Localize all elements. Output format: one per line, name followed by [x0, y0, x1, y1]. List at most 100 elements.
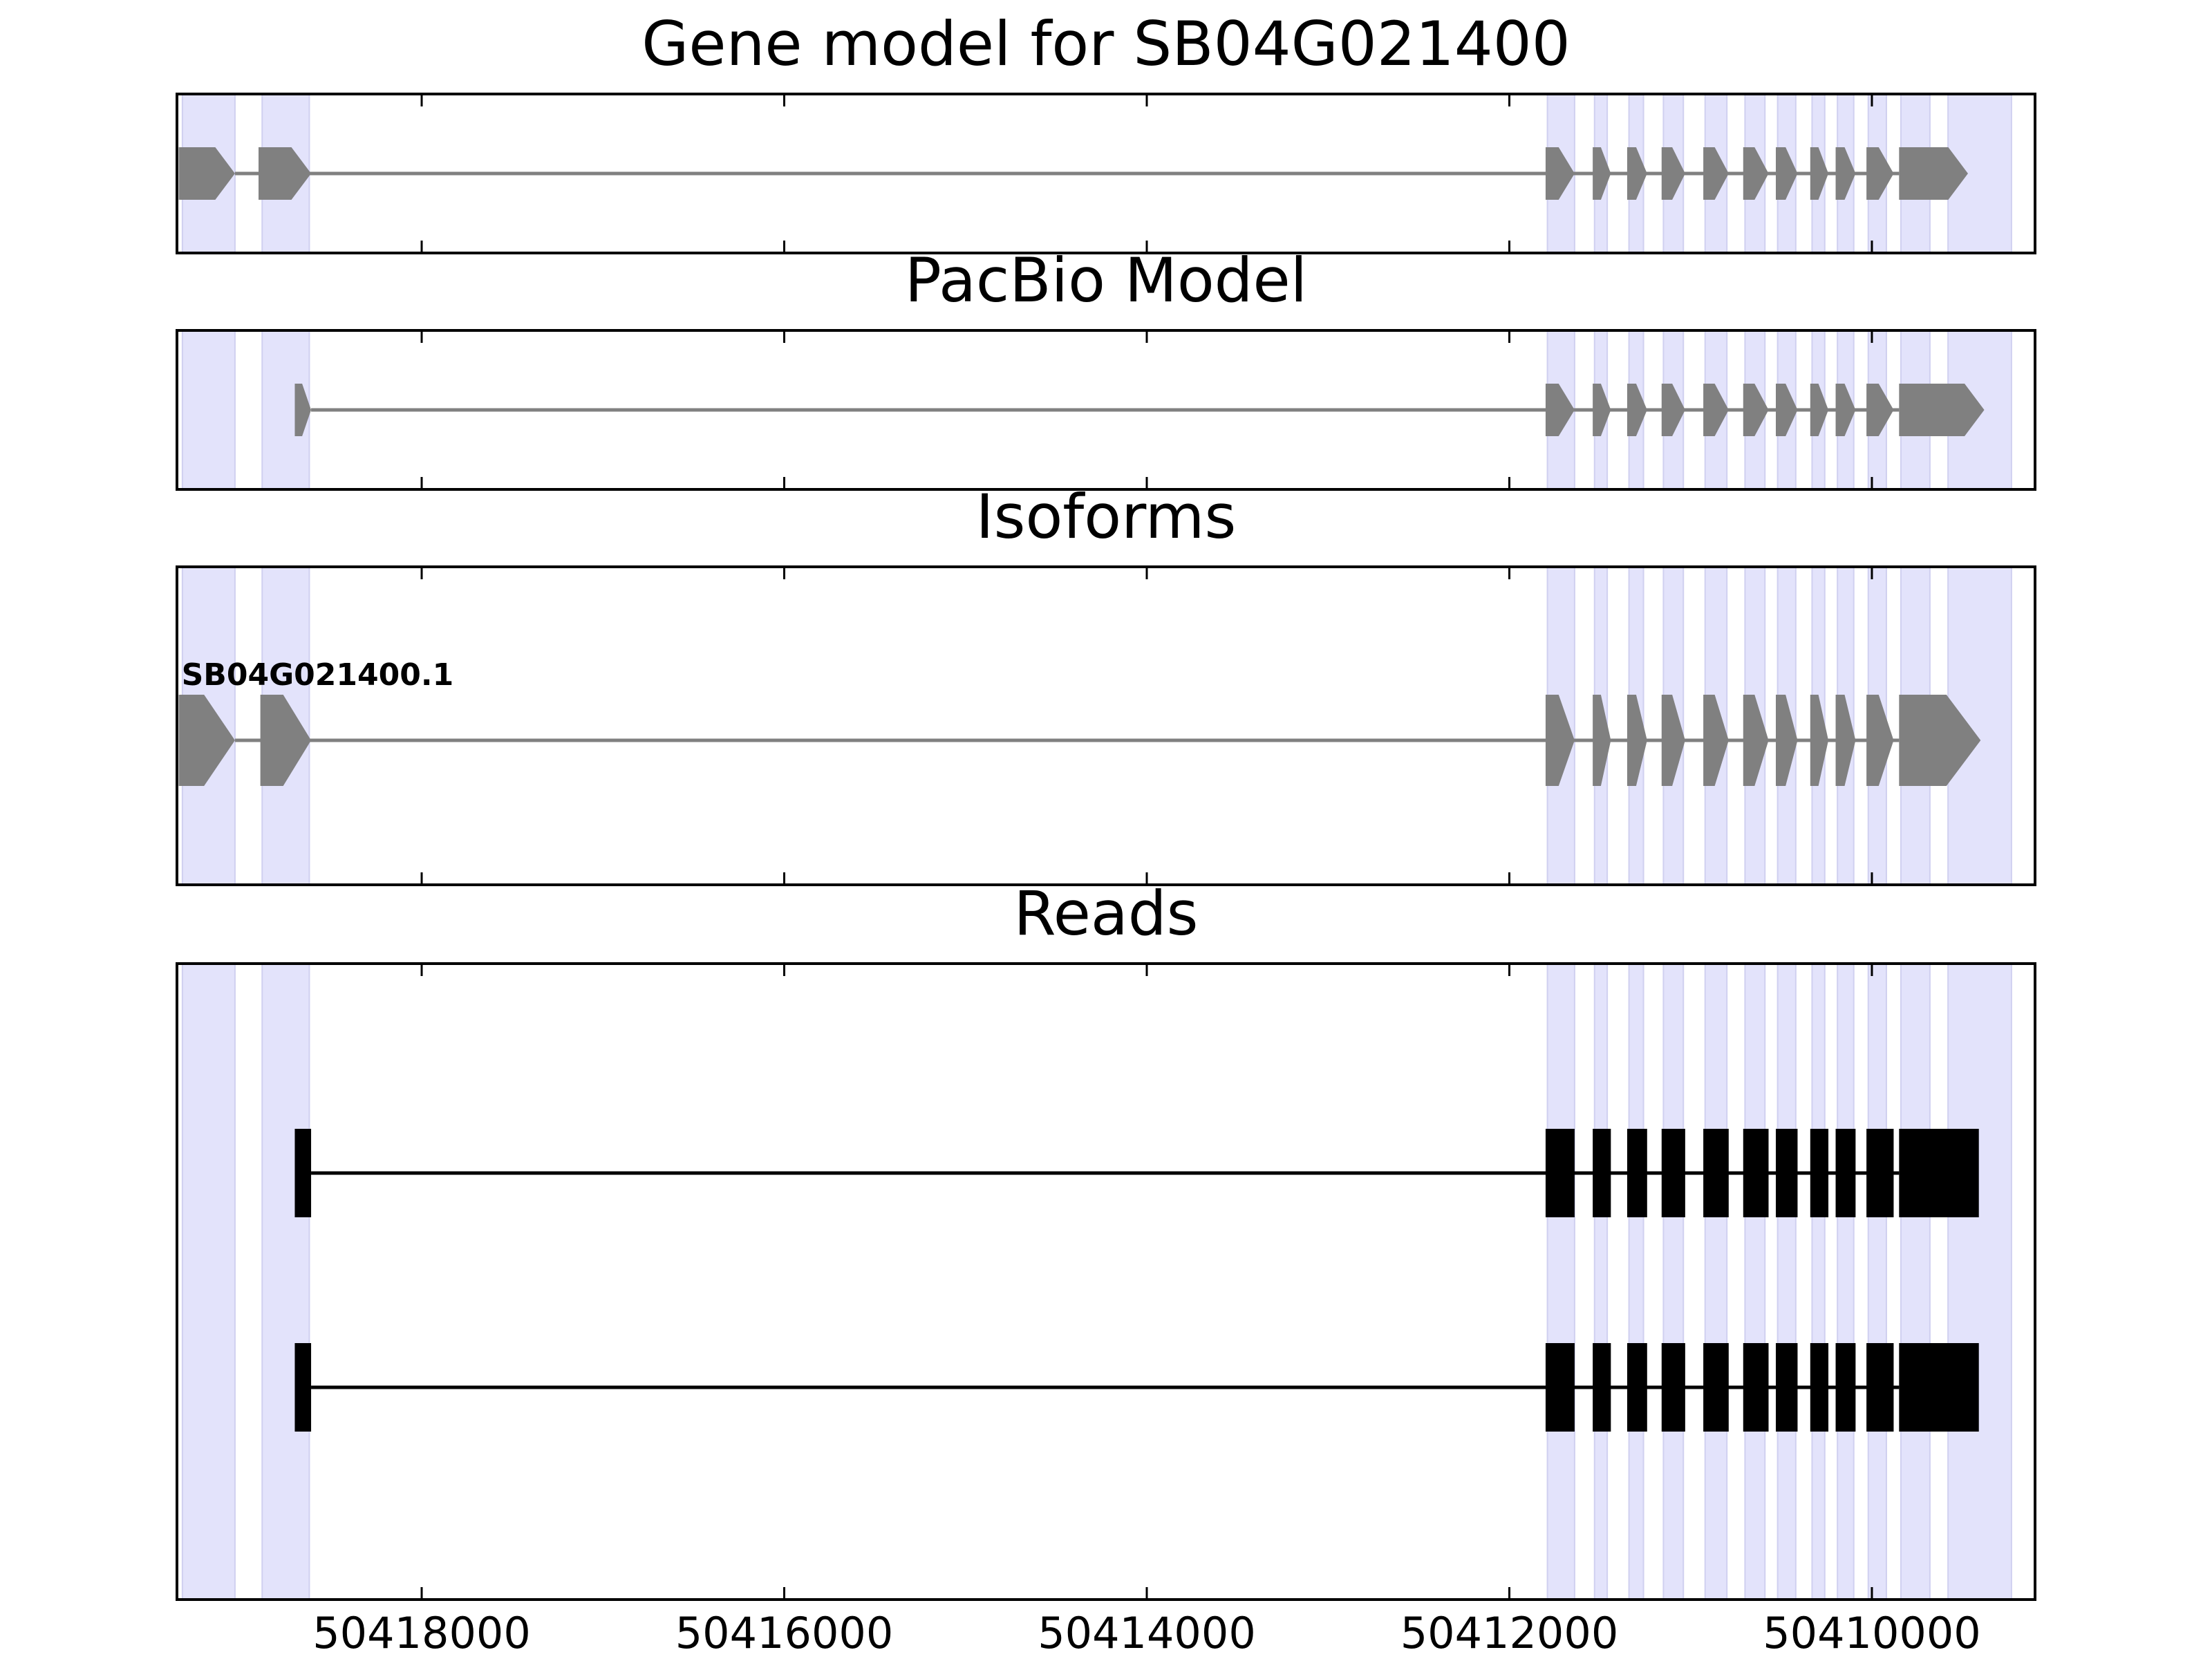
exon-arrow — [178, 695, 235, 786]
exon-highlight-band — [1546, 963, 1575, 1600]
exon-highlight-band — [1947, 963, 2012, 1600]
exon-arrow — [1775, 384, 1798, 436]
panel-gene-model: Gene model for SB04G021400 — [176, 8, 2036, 254]
read-block — [294, 1129, 312, 1217]
exon-highlight-band — [181, 963, 236, 1600]
exon-highlight-band — [1837, 963, 1855, 1600]
transcript-model: SB04G021400.1 — [178, 657, 1981, 786]
read-block — [1899, 1343, 1979, 1432]
exon-arrow — [1775, 147, 1798, 200]
read-block — [1743, 1343, 1769, 1432]
exon-highlight-band — [181, 330, 236, 490]
exon-arrow — [1627, 384, 1647, 436]
read-block — [1661, 1129, 1685, 1217]
exon-highlight-band — [1628, 963, 1644, 1600]
isoform-label: SB04G021400.1 — [182, 657, 454, 693]
read-block — [1866, 1343, 1894, 1432]
exon-arrow — [1661, 147, 1685, 200]
exon-arrow — [1593, 695, 1611, 786]
transcript-model — [178, 147, 1968, 200]
exon-highlight-band — [261, 963, 310, 1600]
read-block — [1593, 1129, 1611, 1217]
exon-highlight-band — [1777, 963, 1797, 1600]
x-tick-label: 50418000 — [312, 1608, 531, 1658]
exon-arrow — [1743, 147, 1769, 200]
axis-ticks — [420, 567, 1873, 885]
read-block — [1775, 1343, 1798, 1432]
read-block — [1743, 1129, 1769, 1217]
panel-frame — [176, 565, 2036, 886]
exon-arrow — [1661, 695, 1685, 786]
read-block — [1545, 1343, 1575, 1432]
exon-arrow — [178, 147, 235, 200]
exon-arrow — [1627, 147, 1647, 200]
read-block — [1899, 1129, 1979, 1217]
exon-arrow — [1661, 384, 1685, 436]
highlight-bands — [181, 963, 2012, 1600]
read-block — [1627, 1129, 1647, 1217]
read-block — [1661, 1343, 1685, 1432]
exon-arrow — [1743, 384, 1769, 436]
panel-isoforms: Isoforms SB04G021400.1 — [176, 481, 2036, 886]
exon-arrow — [1775, 695, 1798, 786]
x-tick-label: 50412000 — [1400, 1608, 1619, 1658]
read-alignment — [294, 1129, 1979, 1217]
read-block — [294, 1343, 312, 1432]
panel-title: Gene model for SB04G021400 — [641, 8, 1571, 79]
exon-arrow — [1810, 695, 1829, 786]
read-block — [1866, 1129, 1894, 1217]
x-tick-label: 50410000 — [1763, 1608, 1981, 1658]
exon-arrow — [1866, 147, 1894, 200]
read-block — [1810, 1343, 1829, 1432]
read-block — [1627, 1343, 1647, 1432]
panel-frame — [176, 329, 2036, 491]
panel-title: Isoforms — [976, 481, 1237, 552]
panel-title: Reads — [1014, 878, 1199, 949]
exon-arrow — [1866, 695, 1894, 786]
x-tick-label: 50414000 — [1038, 1608, 1256, 1658]
exon-arrow — [1545, 147, 1575, 200]
axis-ticks — [420, 964, 1873, 1600]
exon-arrow — [1899, 695, 1981, 786]
panel-frame — [176, 962, 2036, 1601]
exon-arrow — [1545, 695, 1575, 786]
panel-pacbio-model: PacBio Model — [176, 245, 2036, 491]
read-block — [1703, 1129, 1729, 1217]
read-block — [1810, 1129, 1829, 1217]
panel-frame — [176, 93, 2036, 254]
exon-highlight-band — [1867, 963, 1887, 1600]
exon-arrow — [1899, 147, 1968, 200]
exon-highlight-band — [1900, 963, 1931, 1600]
exon-arrow — [294, 384, 312, 436]
exon-highlight-band — [1811, 963, 1826, 1600]
exon-arrow — [1835, 695, 1856, 786]
exon-arrow — [259, 147, 312, 200]
read-block — [1545, 1129, 1575, 1217]
read-block — [1835, 1129, 1856, 1217]
exon-arrow — [1835, 147, 1856, 200]
exon-arrow — [1866, 384, 1894, 436]
panel-title: PacBio Model — [905, 245, 1307, 316]
exon-arrow — [1627, 695, 1647, 786]
read-block — [1775, 1129, 1798, 1217]
exon-arrow — [1593, 147, 1611, 200]
x-axis-tick-labels: 50418000 50416000 50414000 50412000 50410000 — [312, 1608, 1981, 1658]
exon-arrow — [1703, 147, 1729, 200]
panel-reads: Reads — [176, 878, 2036, 1601]
x-tick-label: 50416000 — [675, 1608, 894, 1658]
exon-highlight-band — [1662, 963, 1685, 1600]
exon-arrow — [260, 695, 312, 786]
exon-highlight-band — [1593, 963, 1609, 1600]
read-block — [1593, 1343, 1611, 1432]
exon-arrow — [1593, 384, 1611, 436]
read-alignment — [294, 1343, 1979, 1432]
exon-arrow — [1703, 384, 1729, 436]
exon-arrow — [1899, 384, 1985, 436]
axis-ticks — [420, 94, 1873, 253]
exon-arrow — [1703, 695, 1729, 786]
exon-arrow — [1810, 384, 1829, 436]
exon-arrow — [1810, 147, 1829, 200]
read-block — [1835, 1343, 1856, 1432]
exon-arrow — [1835, 384, 1856, 436]
